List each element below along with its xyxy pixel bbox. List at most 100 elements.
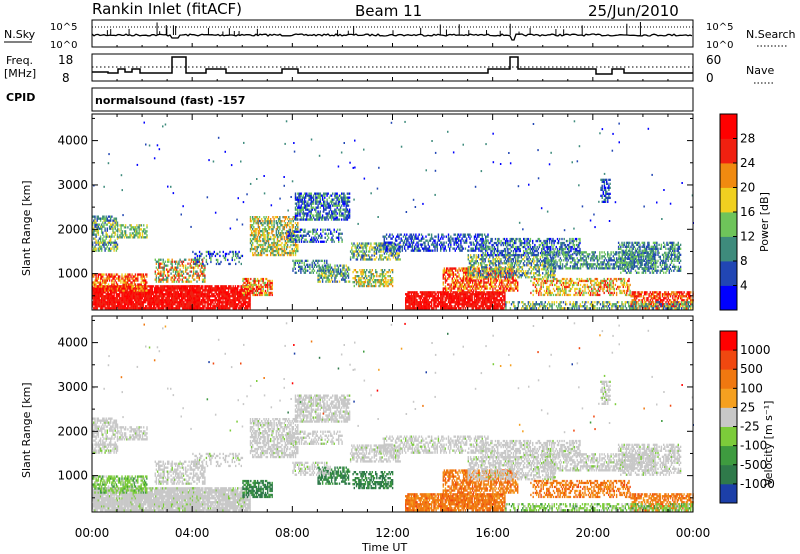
power-cell	[414, 237, 416, 240]
power-cell	[323, 276, 325, 279]
power-cell	[143, 291, 146, 294]
power-cell	[231, 258, 233, 262]
power-cell	[187, 297, 190, 300]
power-cell	[381, 275, 384, 278]
power-cell	[94, 301, 96, 304]
power-cell	[170, 278, 172, 281]
power-cell	[455, 239, 458, 242]
power-cell	[262, 289, 264, 293]
power-cell	[181, 287, 183, 290]
power-cell	[115, 229, 118, 232]
power-cell	[220, 293, 222, 296]
power-cell	[151, 285, 154, 288]
power-cell	[319, 276, 321, 279]
power-cell	[107, 285, 110, 288]
power-cell	[311, 206, 314, 209]
power-cell	[94, 233, 96, 236]
power-cell	[319, 216, 321, 219]
power-cell	[356, 281, 359, 284]
power-cell	[103, 291, 105, 294]
power-cell	[122, 301, 124, 304]
power-cell	[428, 239, 431, 242]
power-cell	[229, 285, 231, 288]
power-cell	[420, 237, 423, 240]
power-cell	[130, 295, 132, 298]
power-cell	[192, 270, 195, 273]
power-cell	[189, 264, 191, 267]
power-cell	[368, 284, 370, 288]
power-cell	[255, 291, 258, 295]
power-cell	[148, 285, 150, 288]
power-cell	[316, 232, 318, 235]
power-cell	[283, 243, 285, 247]
power-cell	[280, 247, 282, 251]
power-cell	[353, 256, 355, 259]
power-cell	[116, 243, 119, 246]
power-cell	[385, 247, 388, 250]
power-cell	[298, 236, 300, 239]
power-cell	[376, 271, 378, 274]
power-cell	[217, 260, 219, 264]
power-cell	[204, 264, 206, 267]
power-cell	[263, 232, 265, 235]
power-cell	[119, 299, 121, 302]
power-cell	[332, 200, 334, 203]
power-cell	[101, 217, 103, 220]
power-cell	[261, 253, 263, 257]
power-cell	[128, 293, 130, 296]
power-cell	[158, 291, 160, 294]
power-cell	[273, 241, 275, 245]
power-cell	[303, 196, 306, 199]
power-cell	[178, 287, 181, 290]
power-cell	[260, 283, 262, 287]
power-cell	[267, 224, 270, 227]
power-cell	[353, 250, 355, 253]
power-cell	[320, 194, 323, 197]
power-cell	[267, 237, 270, 241]
power-cell	[400, 239, 402, 242]
power-cell	[104, 283, 106, 286]
power-cell	[326, 278, 328, 281]
power-cell	[391, 277, 394, 280]
power-cell	[102, 243, 104, 246]
power-cell	[270, 218, 272, 221]
power-cell	[262, 239, 264, 243]
power-cell	[300, 206, 302, 209]
power-cell	[381, 269, 384, 272]
power-cell	[271, 281, 273, 285]
power-cell	[469, 241, 471, 244]
power-cell	[201, 278, 204, 281]
power-cell	[196, 293, 198, 296]
power-cell	[332, 238, 334, 241]
power-cell	[296, 240, 298, 243]
power-cell	[235, 291, 238, 294]
power-cell	[213, 307, 215, 310]
power-cell	[253, 237, 255, 241]
power-cell	[217, 291, 220, 294]
power-cell	[99, 219, 102, 222]
power-cell	[151, 289, 154, 292]
power-cell	[112, 291, 114, 294]
power-cell	[293, 261, 295, 264]
power-cell	[189, 274, 191, 277]
power-cell	[145, 281, 147, 284]
power-cell	[406, 243, 408, 246]
power-cell	[347, 216, 350, 219]
power-cell	[325, 208, 327, 211]
power-cell	[140, 287, 142, 290]
power-cell	[276, 237, 279, 241]
power-cell	[396, 249, 398, 252]
power-cell	[172, 285, 174, 288]
power-cell	[111, 247, 113, 250]
power-cell	[425, 239, 427, 242]
power-cell	[247, 287, 249, 290]
power-cell	[307, 202, 309, 205]
power-cell	[189, 305, 192, 308]
power-cell	[181, 278, 183, 281]
power-cell	[306, 192, 308, 195]
power-cell	[107, 249, 110, 252]
power-cell	[304, 234, 306, 237]
power-cell	[251, 291, 253, 295]
power-cell	[217, 301, 220, 304]
power-cell	[150, 291, 152, 294]
